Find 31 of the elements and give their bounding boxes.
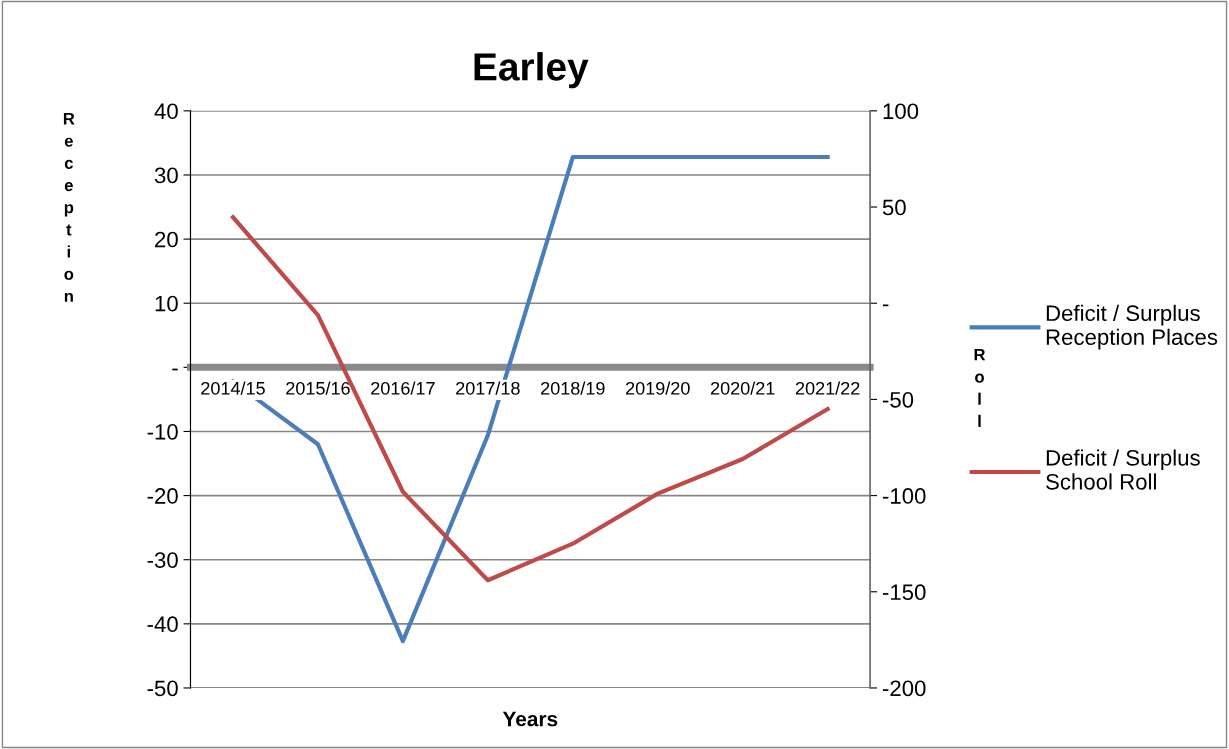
y-tick-label: -50 — [147, 680, 178, 697]
x-axis-title: Years — [502, 711, 558, 727]
x-tick-label: 2015/16 — [286, 381, 350, 395]
y2-tick-label: 100 — [883, 103, 919, 120]
y-tick-label: -10 — [147, 424, 178, 440]
chart-title: Earley — [474, 52, 589, 89]
y-tick-label: -30 — [147, 552, 178, 568]
y-tick-label: 20 — [155, 231, 178, 248]
legend-label: Deficit / Surplus School Roll — [1046, 449, 1200, 490]
y-tick-label: -40 — [147, 616, 178, 633]
y-tick-label: 10 — [155, 295, 178, 312]
y2-tick-label: -50 — [882, 391, 914, 408]
legend-label: Deficit / Surplus Reception Places — [1046, 304, 1218, 350]
x-tick-label: 2014/15 — [201, 381, 265, 395]
y2-tick-label: -150 — [882, 584, 926, 601]
x-tick-label: 2020/21 — [710, 381, 775, 395]
y2-tick-label: - — [882, 304, 889, 307]
y-tick-label: - — [172, 368, 178, 371]
x-tick-label: 2018/19 — [541, 381, 605, 395]
x-tick-label: 2021/22 — [795, 381, 860, 395]
y2-tick-label: -200 — [882, 680, 926, 697]
y-tick-label: 30 — [154, 167, 178, 184]
x-tick-label: 2016/17 — [371, 381, 435, 395]
y2-axis-title: Roll — [974, 348, 986, 427]
text: Reception — [63, 112, 75, 302]
y2-tick-label: 50 — [882, 199, 906, 216]
y-tick-label: -20 — [147, 488, 178, 504]
x-tick-label: 2017/18 — [456, 381, 520, 395]
y-tick-label: 40 — [154, 103, 178, 120]
y2-tick-label: -100 — [882, 488, 926, 504]
x-tick-label: 2019/20 — [626, 381, 690, 395]
